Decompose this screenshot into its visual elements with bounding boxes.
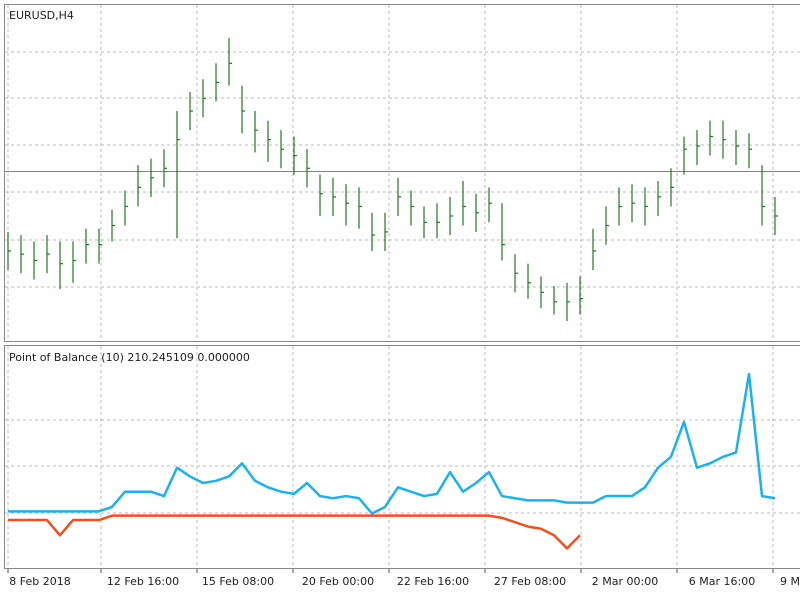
x-tick-label: 6 Mar 16:00 [689,575,755,588]
x-tick-label: 12 Feb 16:00 [107,575,179,588]
x-tick-label: 20 Feb 00:00 [302,575,374,588]
x-tick-label: 8 Feb 2018 [9,575,70,588]
indicator-panel [4,345,800,569]
indicator-line [8,514,581,550]
price-title: EURUSD,H4 [9,9,74,22]
x-tick-label: 27 Feb 08:00 [494,575,566,588]
x-tick-label: 2 Mar 00:00 [592,575,658,588]
indicator-title: Point of Balance (10) 210.245109 0.00000… [9,351,250,364]
x-tick-label: 22 Feb 16:00 [397,575,469,588]
x-tick-label: 15 Feb 08:00 [202,575,274,588]
x-tick-label: 9 M [780,575,800,588]
price-panel [4,4,800,342]
indicator-line [8,372,776,515]
